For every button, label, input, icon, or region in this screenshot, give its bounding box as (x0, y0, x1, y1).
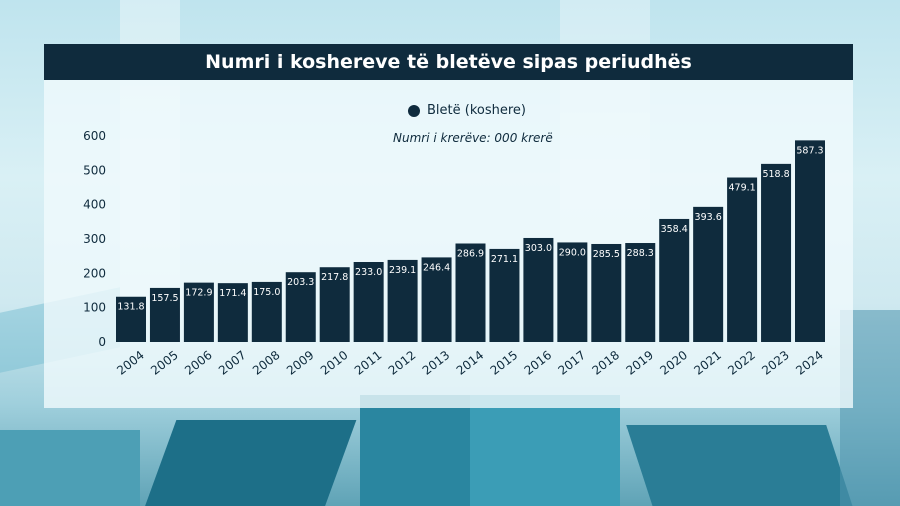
bar-2014 (455, 243, 486, 342)
legend: Bletë (koshere) (408, 103, 526, 118)
x-tick-label: 2020 (657, 348, 690, 378)
x-tick-label: 2014 (454, 348, 487, 378)
bar-2005 (149, 287, 180, 342)
data-label: 171.4 (219, 288, 246, 299)
y-tick-label: 400 (83, 198, 106, 212)
data-label: 172.9 (185, 288, 212, 299)
bar-2008 (251, 281, 282, 342)
x-tick-label: 2023 (759, 348, 792, 378)
y-tick-label: 200 (83, 266, 106, 280)
bar-2011 (353, 262, 384, 342)
bar-2018 (591, 243, 622, 342)
bar-2020 (659, 218, 690, 342)
legend-label: Bletë (koshere) (427, 103, 526, 118)
x-tick-label: 2021 (691, 348, 724, 378)
x-tick-label: 2017 (556, 348, 589, 378)
data-label: 479.1 (728, 183, 755, 194)
data-label: 233.0 (355, 267, 382, 278)
data-label: 246.4 (423, 262, 450, 273)
bar-2006 (183, 282, 214, 342)
data-label: 285.5 (593, 249, 620, 260)
x-tick-label: 2015 (488, 348, 521, 378)
bar-2012 (387, 259, 418, 342)
x-tick-label: 2022 (725, 348, 758, 378)
bar-2007 (217, 283, 248, 342)
bar-2010 (319, 267, 350, 342)
x-tick-label: 2013 (420, 348, 453, 378)
bar-2021 (693, 206, 724, 342)
bar-2019 (625, 243, 656, 342)
data-label: 303.0 (525, 243, 552, 254)
legend-dot-icon (408, 104, 420, 117)
x-tick-label: 2016 (522, 348, 555, 378)
bar-2022 (727, 177, 758, 342)
x-tick-label: 2006 (182, 348, 215, 378)
x-tick-label: 2012 (386, 348, 419, 378)
data-label: 271.1 (491, 254, 518, 265)
data-label: 157.5 (151, 293, 178, 304)
x-tick-label: 2005 (148, 348, 181, 378)
data-label: 288.3 (627, 248, 654, 259)
data-label: 393.6 (695, 212, 722, 223)
x-tick-label: 2011 (352, 348, 385, 378)
x-tick-label: 2018 (589, 348, 622, 378)
y-tick-label: 0 (98, 335, 106, 349)
data-label: 217.8 (321, 272, 348, 283)
data-label: 175.0 (253, 287, 280, 298)
data-label: 290.0 (559, 247, 586, 258)
bar-2013 (421, 257, 452, 342)
y-tick-label: 100 (83, 301, 106, 315)
data-label: 131.8 (117, 302, 144, 313)
x-tick-label: 2008 (250, 348, 283, 378)
chart-title: Numri i koshereve të bletëve sipas periu… (44, 44, 853, 80)
bar-2016 (523, 237, 554, 342)
x-tick-label: 2004 (114, 348, 147, 378)
data-label: 286.9 (457, 248, 484, 259)
bar-2004 (116, 296, 146, 342)
bar-2023 (761, 163, 792, 342)
x-tick-label: 2024 (793, 348, 826, 378)
x-tick-label: 2019 (623, 348, 656, 378)
data-label: 518.8 (762, 169, 789, 180)
bar-2017 (557, 242, 588, 342)
y-tick-label: 500 (83, 163, 106, 177)
x-tick-label: 2007 (216, 348, 249, 378)
y-tick-label: 600 (83, 129, 106, 143)
y-tick-label: 300 (83, 232, 106, 246)
data-label: 587.3 (796, 145, 823, 156)
bar-2024 (795, 140, 825, 342)
unit-note: Numri i krerëve: 000 krerë (393, 131, 553, 145)
data-label: 358.4 (661, 224, 688, 235)
x-tick-label: 2010 (318, 348, 351, 378)
x-tick-label: 2009 (284, 348, 317, 378)
bar-2009 (285, 272, 316, 342)
data-label: 239.1 (389, 265, 416, 276)
data-label: 203.3 (287, 277, 314, 288)
bar-2015 (489, 248, 520, 342)
